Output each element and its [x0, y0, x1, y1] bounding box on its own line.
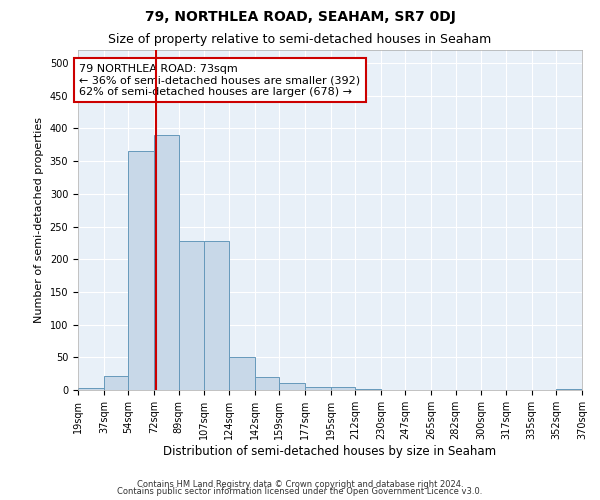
- Bar: [128, 152, 154, 390]
- Text: 79 NORTHLEA ROAD: 73sqm
← 36% of semi-detached houses are smaller (392)
62% of s: 79 NORTHLEA ROAD: 73sqm ← 36% of semi-de…: [79, 64, 361, 97]
- Bar: [104, 376, 128, 390]
- Bar: [229, 358, 254, 390]
- X-axis label: Distribution of semi-detached houses by size in Seaham: Distribution of semi-detached houses by …: [163, 444, 497, 458]
- Text: Contains public sector information licensed under the Open Government Licence v3: Contains public sector information licen…: [118, 487, 482, 496]
- Text: Size of property relative to semi-detached houses in Seaham: Size of property relative to semi-detach…: [109, 32, 491, 46]
- Bar: [254, 377, 279, 390]
- Bar: [279, 384, 305, 390]
- Bar: [205, 241, 229, 390]
- Bar: [179, 241, 205, 390]
- Text: 79, NORTHLEA ROAD, SEAHAM, SR7 0DJ: 79, NORTHLEA ROAD, SEAHAM, SR7 0DJ: [145, 10, 455, 24]
- Bar: [305, 386, 331, 390]
- Y-axis label: Number of semi-detached properties: Number of semi-detached properties: [34, 117, 44, 323]
- Bar: [154, 135, 179, 390]
- Bar: [331, 386, 355, 390]
- Bar: [78, 388, 104, 390]
- Bar: [556, 388, 582, 390]
- Text: Contains HM Land Registry data © Crown copyright and database right 2024.: Contains HM Land Registry data © Crown c…: [137, 480, 463, 489]
